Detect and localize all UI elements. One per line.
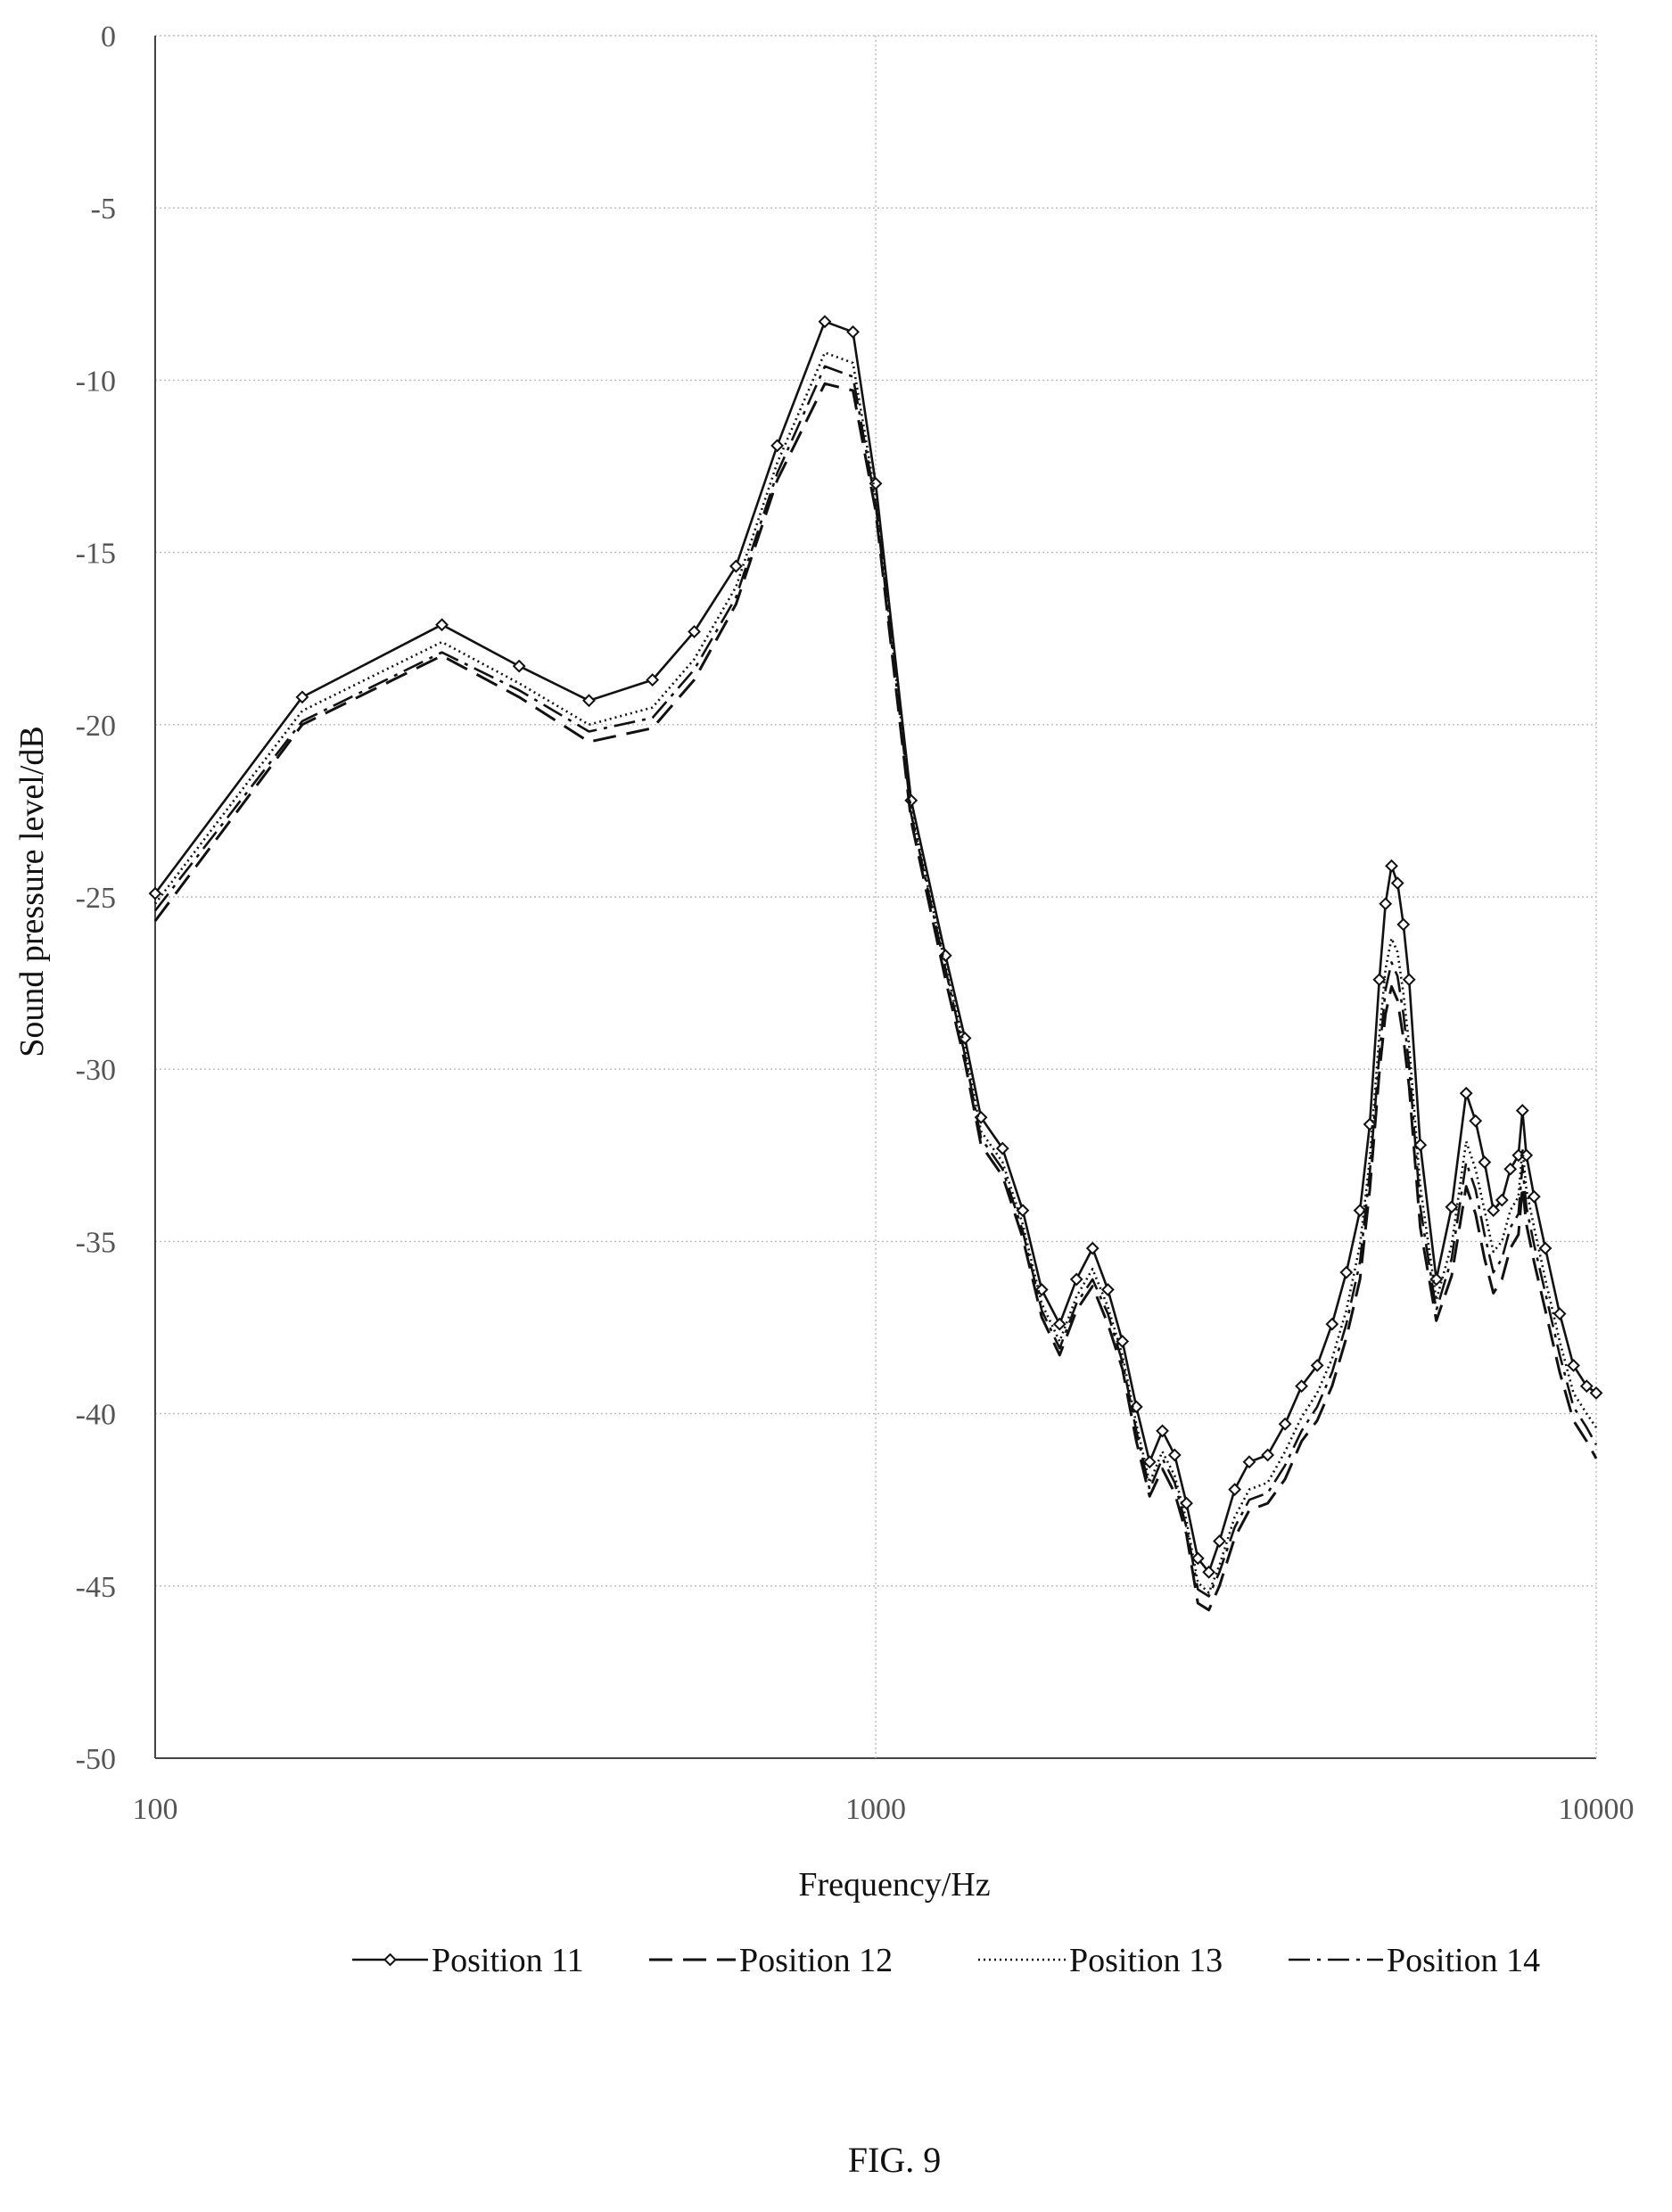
y-tick-label: -20 (76, 710, 116, 743)
data-point-marker (1429, 1272, 1444, 1287)
data-point-marker (1156, 1424, 1169, 1438)
legend-label: Position 13 (1069, 1942, 1223, 1979)
data-point-marker (1190, 1551, 1205, 1566)
data-point-marker (1202, 1565, 1216, 1579)
legend-entry-1: Position 11 (352, 1942, 584, 1979)
data-point-marker (295, 690, 309, 704)
data-point-marker (646, 673, 660, 687)
data-point-marker (582, 694, 596, 708)
data-point-marker (869, 476, 883, 490)
data-point-marker (1390, 876, 1404, 890)
y-axis-ticks: 0 -5 -10 -15 -20 -25 -30 -35 -40 -45 -50 (76, 21, 116, 1776)
data-point-marker (1538, 1241, 1553, 1255)
legend-label: Position 11 (432, 1942, 584, 1979)
figure-caption: FIG. 9 (848, 2140, 941, 2180)
data-point-marker (1100, 1283, 1115, 1296)
data-point-marker (1228, 1483, 1242, 1497)
data-point-marker (1213, 1534, 1226, 1548)
data-point-marker (1261, 1448, 1275, 1462)
data-point-marker (1242, 1455, 1256, 1469)
data-point-marker (148, 886, 162, 900)
data-point-marker (1445, 1200, 1459, 1214)
data-point-marker (512, 659, 526, 673)
legend-entry-2: Position 12 (649, 1942, 893, 1979)
data-point-marker (1372, 973, 1387, 987)
data-point-marker (1379, 897, 1393, 911)
data-point-marker (995, 1141, 1009, 1155)
y-tick-label: 0 (101, 21, 116, 53)
series-3 (153, 351, 1598, 1594)
y-tick-label: -10 (76, 365, 116, 398)
y-tick-label: -30 (76, 1054, 116, 1087)
y-tick-label: -25 (76, 882, 116, 915)
legend-entry-3: Position 13 (978, 1942, 1223, 1979)
data-point-marker (1503, 1162, 1518, 1176)
data-point-marker (1052, 1317, 1067, 1331)
legend-marker (383, 1953, 397, 1967)
data-point-marker (1069, 1272, 1083, 1287)
data-point-marker (1495, 1193, 1509, 1207)
y-tick-label: -35 (76, 1226, 116, 1259)
data-point-marker (1085, 1241, 1100, 1255)
data-point-marker (1034, 1283, 1049, 1296)
data-point-marker (1116, 1335, 1130, 1348)
y-tick-label: -5 (91, 193, 116, 226)
data-point-marker (818, 315, 832, 329)
y-tick-label: -50 (76, 1743, 116, 1776)
x-tick-label: 10000 (1559, 1793, 1635, 1826)
data-point-marker (1553, 1307, 1567, 1320)
data-point-marker (1515, 1104, 1529, 1117)
data-point-marker (1402, 973, 1416, 987)
data-point-marker (1589, 1386, 1603, 1400)
legend: Position 11 Position 12 Position 13 Positio… (352, 1942, 1540, 1979)
x-axis-title: Frequency/Hz (798, 1866, 990, 1904)
data-point-marker (435, 618, 449, 632)
x-tick-label: 100 (133, 1793, 178, 1826)
data-point-marker (1385, 859, 1398, 873)
data-point-marker (1579, 1379, 1594, 1394)
series-line (153, 382, 1598, 1612)
data-point-marker (1396, 917, 1411, 932)
grid (154, 35, 1597, 1759)
x-tick-label: 1000 (845, 1793, 906, 1826)
series-line (153, 365, 1598, 1598)
series-line (153, 351, 1598, 1594)
y-tick-label: -45 (76, 1571, 116, 1604)
data-point-marker (1310, 1359, 1324, 1372)
y-axis-title: Sound pressure level/dB (13, 726, 51, 1057)
y-tick-label: -15 (76, 538, 116, 571)
data-point-marker (729, 559, 743, 573)
data-point-marker (1478, 1155, 1492, 1169)
series-4 (153, 365, 1598, 1598)
data-point-marker (1353, 1204, 1367, 1218)
data-point-marker (1129, 1400, 1143, 1414)
data-point-marker (1469, 1114, 1483, 1128)
data-point-marker (1295, 1379, 1308, 1394)
data-point-marker (688, 625, 701, 638)
data-point-marker (1278, 1417, 1292, 1431)
legend-entry-4: Position 14 (1289, 1942, 1540, 1979)
x-axis-ticks: 100 1000 10000 (133, 1793, 1635, 1826)
series-2 (153, 382, 1598, 1612)
data-point-marker (1520, 1148, 1534, 1163)
data-point-marker (1339, 1265, 1354, 1279)
data-point-marker (770, 439, 784, 453)
data-point-marker (1487, 1204, 1501, 1218)
legend-label: Position 14 (1387, 1942, 1540, 1979)
data-point-marker (1567, 1359, 1580, 1372)
plot-series (148, 315, 1603, 1612)
data-point-marker (1142, 1455, 1157, 1469)
data-point-marker (846, 325, 860, 339)
data-point-marker (1459, 1086, 1473, 1100)
data-point-marker (1527, 1189, 1541, 1204)
data-point-marker (1167, 1448, 1182, 1462)
legend-label: Position 12 (739, 1942, 893, 1979)
data-point-marker (1180, 1496, 1193, 1510)
y-tick-label: -40 (76, 1399, 116, 1432)
data-point-marker (1325, 1317, 1339, 1331)
